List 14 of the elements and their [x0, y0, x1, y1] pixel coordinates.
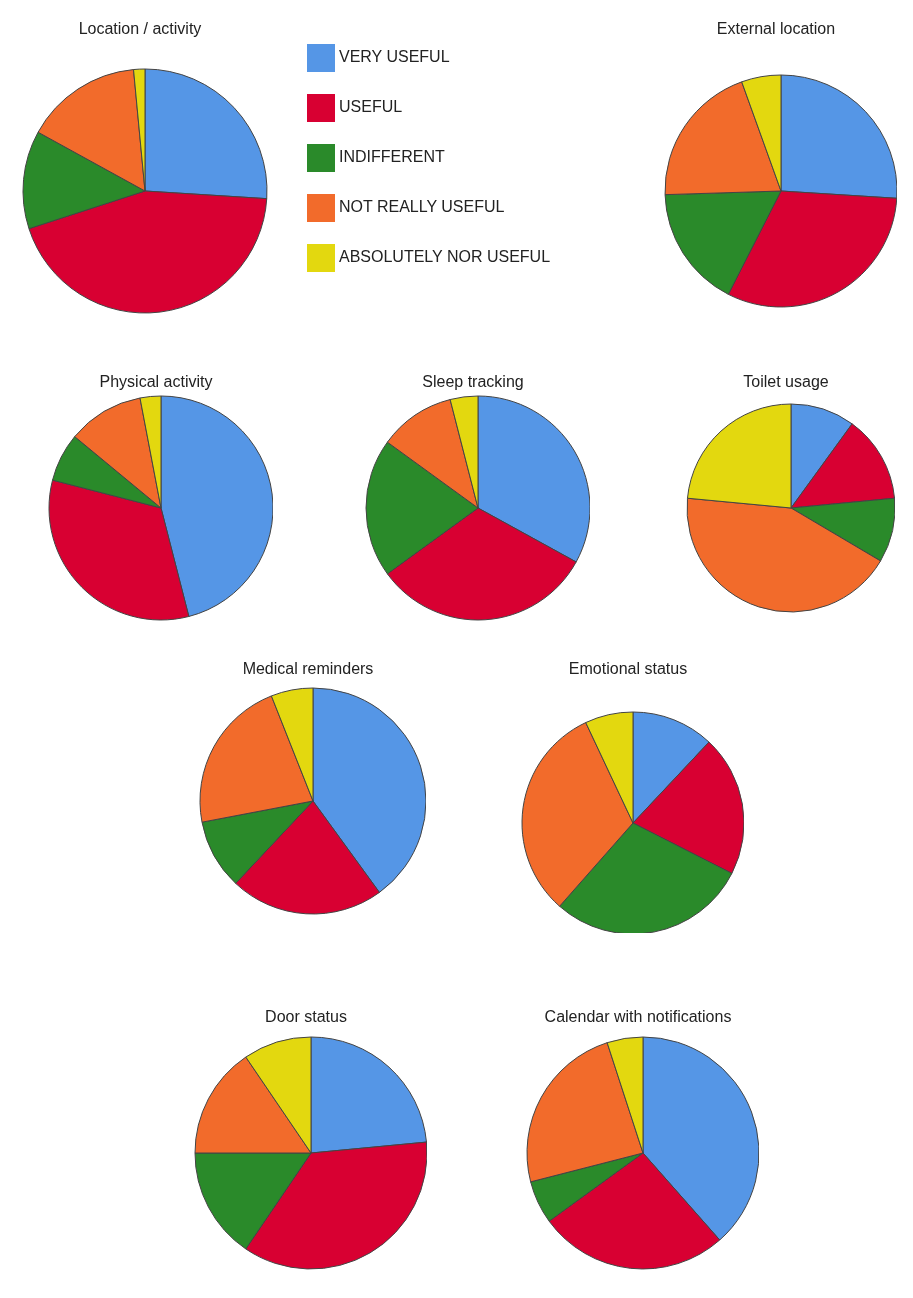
legend-label: NOT REALLY USEFUL — [339, 198, 505, 215]
legend-label: USEFUL — [339, 98, 403, 115]
chart-title: Emotional status — [567, 660, 689, 678]
chart-title: External location — [715, 20, 837, 38]
chart-title: Location / activity — [77, 20, 203, 38]
chart-title: Medical reminders — [241, 660, 375, 678]
legend-label: INDIFFERENT — [339, 148, 445, 165]
legend-label: VERY USEFUL — [339, 48, 450, 65]
chart-title: Sleep tracking — [421, 373, 525, 391]
chart-title: Toilet usage — [742, 373, 830, 391]
legend-label: ABSOLUTELY NOR USEFUL — [339, 248, 551, 265]
chart-title: Door status — [264, 1008, 348, 1026]
chart-title: Physical activity — [98, 373, 214, 391]
chart-title: Calendar with notifications — [543, 1008, 733, 1026]
